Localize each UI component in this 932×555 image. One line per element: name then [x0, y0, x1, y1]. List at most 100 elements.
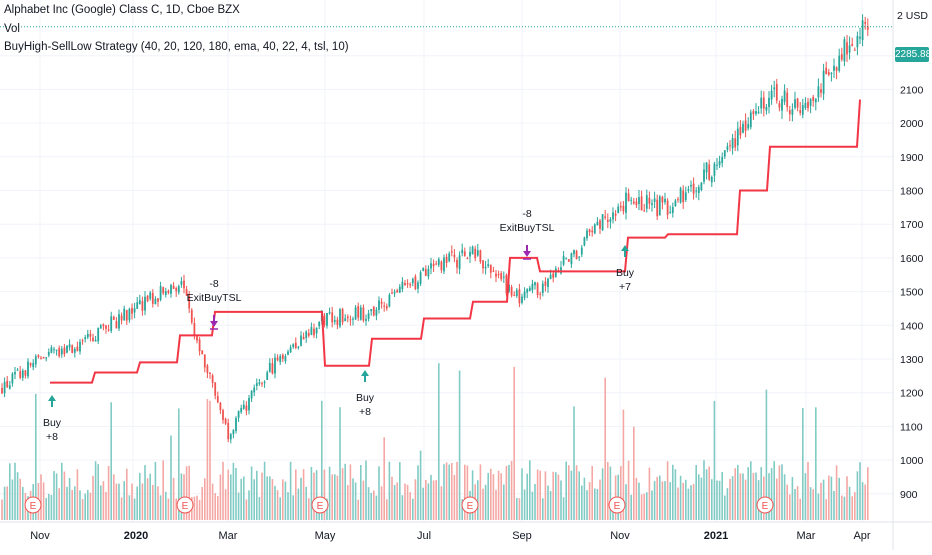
candle-body [539, 293, 542, 295]
candle-body [149, 292, 152, 299]
candle-body [362, 307, 365, 321]
volume-bar [552, 471, 554, 520]
volume-bar [162, 460, 164, 520]
volume-bar [854, 492, 856, 520]
candle-body [206, 365, 209, 374]
candle-body [47, 352, 50, 356]
candle-body [622, 205, 625, 212]
volume-bar [349, 464, 352, 520]
candle-body [27, 361, 29, 377]
volume-bar [68, 477, 71, 520]
volume-bar [490, 468, 492, 520]
volume-bar [581, 485, 583, 520]
volume-bar [157, 486, 159, 520]
candle-body [690, 184, 692, 187]
volume-bar [770, 468, 773, 520]
volume-bar [209, 400, 211, 520]
candle-body [809, 99, 812, 106]
candle-body [658, 196, 661, 216]
candle-body [263, 381, 266, 384]
candle-body [261, 383, 263, 385]
candle-body [73, 348, 76, 353]
volume-bar [396, 482, 398, 520]
volume-bar [453, 474, 456, 520]
candle-body [60, 348, 63, 355]
volume-legend[interactable]: Vol [4, 23, 20, 35]
volume-bar [653, 480, 656, 520]
candle-body [19, 371, 22, 378]
x-tick-label: 2020 [124, 530, 148, 542]
volume-bar [204, 478, 206, 520]
candle-body [105, 325, 107, 329]
candle-body [180, 281, 183, 285]
y-tick-label: 1200 [900, 388, 924, 400]
candle-body [549, 274, 552, 280]
candle-body [768, 97, 770, 107]
candle-body [484, 266, 487, 269]
signal-label: Buy [616, 267, 635, 279]
candle-body [349, 319, 352, 321]
volume-bar [165, 491, 167, 520]
volume-bar [185, 466, 188, 520]
candle-body [323, 315, 326, 326]
candle-body [222, 410, 224, 420]
candle-body [731, 138, 734, 149]
candle-body [713, 163, 716, 176]
candle-body [313, 328, 315, 336]
candle-body [21, 370, 24, 378]
candle-body [752, 111, 755, 115]
symbol-legend[interactable]: Alphabet Inc (Google) Class C, 1D, Cboe … [4, 4, 240, 16]
volume-bar [167, 498, 170, 520]
volume-bar [289, 461, 292, 520]
signal-qty: +8 [46, 431, 58, 443]
candle-body [697, 187, 700, 194]
volume-bar [812, 489, 814, 520]
volume-bar [422, 487, 424, 520]
candle-body [541, 283, 544, 293]
candle-body [593, 224, 596, 234]
volume-bar [822, 479, 825, 520]
candle-body [445, 256, 448, 263]
earnings-marker [461, 496, 479, 514]
candle-body [440, 261, 443, 271]
volume-bar [152, 484, 154, 520]
volume-bar [807, 461, 809, 520]
candle-body [635, 201, 638, 206]
candle-body [170, 284, 172, 294]
volume-bar [81, 498, 84, 520]
candle-body [747, 124, 750, 129]
strategy-legend[interactable]: BuyHigh-SellLow Strategy (40, 20, 120, 1… [4, 41, 349, 53]
candle-body [92, 337, 94, 342]
candle-body [120, 315, 123, 321]
candle-body [422, 268, 425, 271]
candle-body [292, 344, 295, 348]
candle-body [570, 253, 573, 265]
candle-body [430, 263, 432, 269]
candle-body [6, 380, 9, 388]
volume-bar [607, 461, 609, 520]
volume-bar [721, 472, 723, 520]
volume-bar [401, 495, 404, 520]
volume-bar [45, 498, 47, 520]
candle-body [528, 287, 531, 291]
candle-body [237, 411, 240, 418]
y-axis[interactable]: 2 USD22002100200019001800170016001500140… [892, 0, 928, 550]
volume-bar [692, 483, 695, 520]
candle-body [835, 67, 838, 71]
earnings-marker-label: E [467, 501, 474, 512]
volume-bar [219, 474, 222, 520]
candle-body [365, 319, 367, 321]
x-tick-label: Mar [797, 530, 816, 542]
x-tick-label: 2021 [704, 530, 728, 542]
volume-bar [672, 464, 674, 520]
candle-body [562, 256, 565, 265]
volume-bar [562, 497, 565, 520]
x-axis[interactable]: Nov 2020 Mar May Jul Sep Nov 2021 Mar Apr [0, 521, 932, 542]
candle-body [739, 126, 742, 136]
candle-body [734, 138, 737, 148]
volume-bar [391, 476, 393, 520]
candle-body [604, 216, 607, 218]
volume-bar [66, 486, 68, 520]
